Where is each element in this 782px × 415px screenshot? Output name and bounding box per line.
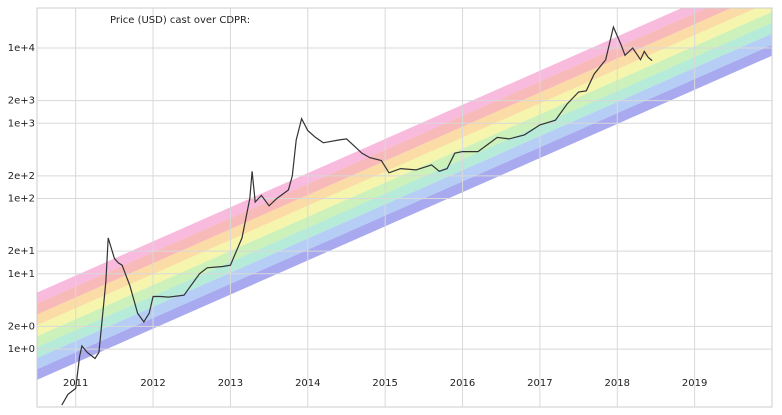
- x-tick-label: 2012: [140, 378, 165, 389]
- x-tick-label: 2016: [450, 378, 475, 389]
- y-tick-label: 1e+0: [8, 344, 35, 355]
- x-tick-label: 2015: [372, 378, 397, 389]
- rainbow-band: [37, 11, 772, 348]
- x-tick-label: 2019: [682, 378, 707, 389]
- y-tick-label: 1e+3: [8, 118, 35, 129]
- grid: [36, 7, 773, 408]
- rainbow-band: [37, 8, 756, 326]
- y-tick-label: 1e+2: [8, 194, 35, 205]
- y-tick-label: 1e+4: [8, 43, 35, 54]
- rainbow-band: [37, 8, 707, 304]
- rainbow-band: [37, 33, 772, 370]
- y-tick-label: 2e+3: [8, 96, 35, 107]
- plot-frame: [36, 7, 773, 408]
- rainbow-band: [37, 22, 772, 359]
- x-tick-label: 2018: [605, 378, 630, 389]
- labels: 1e+0 2e+0 1e+1 2e+1 1e+2 2e+2 1e+3 2e+3 1e+4 2011…: [8, 43, 708, 389]
- chart-title: Price (USD) cast over CDPR:: [110, 15, 250, 26]
- price-line: [61, 25, 653, 406]
- y-tick-label: 2e+0: [8, 321, 35, 332]
- y-tick-label: 2e+2: [8, 171, 35, 182]
- x-tick-label: 2014: [295, 378, 320, 389]
- x-tick-label: 2011: [63, 378, 88, 389]
- y-tick-label: 2e+1: [8, 246, 35, 257]
- rainbow-band: [37, 44, 772, 380]
- y-tick-label: 1e+1: [8, 269, 35, 280]
- x-tick-label: 2017: [527, 378, 552, 389]
- price-line-group: [61, 25, 653, 406]
- rainbow-bands: [37, 8, 772, 380]
- rainbow-band: [37, 8, 772, 337]
- x-tick-label: 2013: [218, 378, 243, 389]
